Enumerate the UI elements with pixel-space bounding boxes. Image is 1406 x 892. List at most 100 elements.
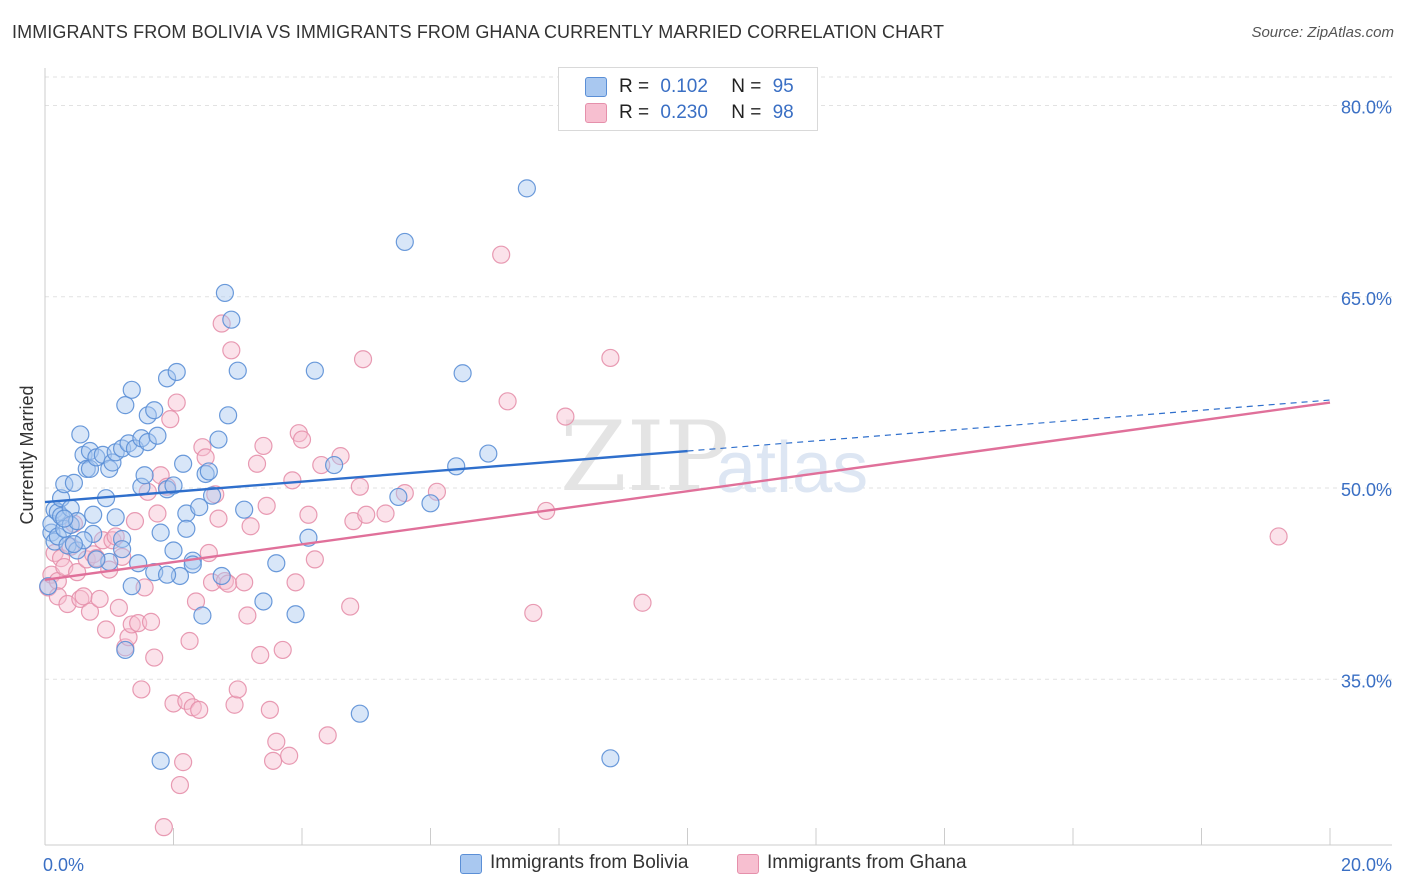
bolivia-point <box>601 749 620 768</box>
bolivia-point <box>395 232 414 252</box>
bolivia-point <box>80 459 100 478</box>
bolivia-point <box>177 519 196 538</box>
ghana-point <box>209 509 228 528</box>
bolivia-point <box>209 430 228 449</box>
ghana-point <box>267 732 286 751</box>
bolivia-point <box>254 592 273 611</box>
bolivia-point <box>350 704 369 723</box>
ghana-point <box>492 245 511 264</box>
bolivia-point <box>129 554 148 573</box>
ghana-point <box>129 614 148 633</box>
ghana-points <box>39 245 1288 837</box>
ghana-point <box>180 631 199 651</box>
ghana-point <box>96 620 116 639</box>
ghana-point <box>299 505 318 524</box>
bolivia-point <box>55 509 74 528</box>
ghana-point <box>122 615 141 634</box>
ghana-point <box>341 597 360 616</box>
ghana-point <box>222 341 241 360</box>
bolivia-points <box>39 179 620 770</box>
ghana-point <box>202 573 222 592</box>
bolivia-point <box>122 577 141 596</box>
trend-lines <box>44 399 1331 581</box>
ghana-point <box>241 517 260 536</box>
bolivia-point <box>103 453 122 472</box>
bolivia-point <box>157 369 177 388</box>
ghana-point <box>305 550 324 569</box>
bolivia-point <box>517 179 536 198</box>
bolivia-point <box>135 466 154 485</box>
bolivia-point <box>112 529 132 549</box>
ghana-point <box>190 700 209 719</box>
ghana-point <box>524 603 543 623</box>
y-tick-label: 65.0% <box>1341 289 1392 309</box>
axis-layer <box>44 68 1392 846</box>
legend-n-label: N = <box>731 102 762 123</box>
ghana-trend-line <box>44 401 1331 581</box>
ghana-point <box>292 430 312 449</box>
bolivia-point <box>196 464 215 484</box>
legend-r-label: R = <box>619 76 650 97</box>
ghana-point <box>148 504 167 523</box>
bolivia-point <box>74 531 93 550</box>
bolivia-point <box>145 401 164 420</box>
ghana-point <box>498 392 517 411</box>
watermark-atlas: atlas <box>716 428 868 508</box>
chart-title: IMMIGRANTS FROM BOLIVIA VS IMMIGRANTS FR… <box>12 22 945 42</box>
ghana-point <box>225 695 244 714</box>
legend-r-label: R = <box>619 102 650 123</box>
bolivia-point <box>39 577 58 596</box>
bottom-legend-ghana-label: Immigrants from Ghana <box>767 852 967 873</box>
legend-n-value: 98 <box>772 102 794 123</box>
bolivia-point <box>112 540 132 559</box>
bolivia-point <box>64 534 84 554</box>
ghana-point <box>71 589 90 609</box>
bolivia-point <box>170 566 190 586</box>
ghana-point <box>257 496 276 515</box>
ghana-point <box>212 314 231 333</box>
ghana-point <box>312 455 331 475</box>
bolivia-point <box>235 500 254 519</box>
bolivia-point <box>116 396 135 415</box>
ghana-point <box>263 751 283 770</box>
ghana-point <box>427 482 447 501</box>
bolivia-point <box>222 310 241 329</box>
bolivia-point <box>267 554 286 573</box>
bolivia-point <box>202 486 222 505</box>
ghana-point <box>318 726 337 745</box>
bolivia-point <box>116 640 135 660</box>
ghana-point <box>170 775 190 795</box>
bolivia-point <box>122 380 141 399</box>
ghana-point <box>331 447 350 466</box>
bolivia-point <box>174 454 193 473</box>
ghana-point <box>74 587 93 606</box>
ghana-point <box>125 512 145 531</box>
bolivia-point <box>389 487 408 507</box>
ghana-point <box>280 746 299 765</box>
ghana-swatch <box>585 103 607 123</box>
ghana-point <box>238 606 257 625</box>
bolivia-point <box>84 505 103 524</box>
ghana-point <box>167 393 186 412</box>
ghana-point <box>633 593 652 612</box>
ghana-point <box>260 700 279 719</box>
ghana-point <box>235 573 254 592</box>
ghana-point <box>161 410 180 429</box>
bolivia-point <box>286 605 305 624</box>
bolivia-point <box>212 566 231 586</box>
ghana-point <box>251 645 270 665</box>
bolivia-point <box>228 361 247 380</box>
bolivia-point <box>58 536 77 555</box>
ghana-point <box>80 602 100 621</box>
bottom-legend-bolivia-label: Immigrants from Bolivia <box>490 852 689 873</box>
legend-n-value: 95 <box>772 76 794 97</box>
bolivia-point <box>148 426 167 445</box>
ghana-point <box>1269 527 1288 546</box>
bolivia-point <box>157 565 177 584</box>
ghana-point <box>145 648 164 667</box>
bolivia-point <box>421 494 440 513</box>
bolivia-point <box>164 476 183 495</box>
bolivia-point <box>453 364 472 383</box>
watermark-zip: ZIP <box>560 401 729 513</box>
bolivia-point <box>55 475 74 494</box>
